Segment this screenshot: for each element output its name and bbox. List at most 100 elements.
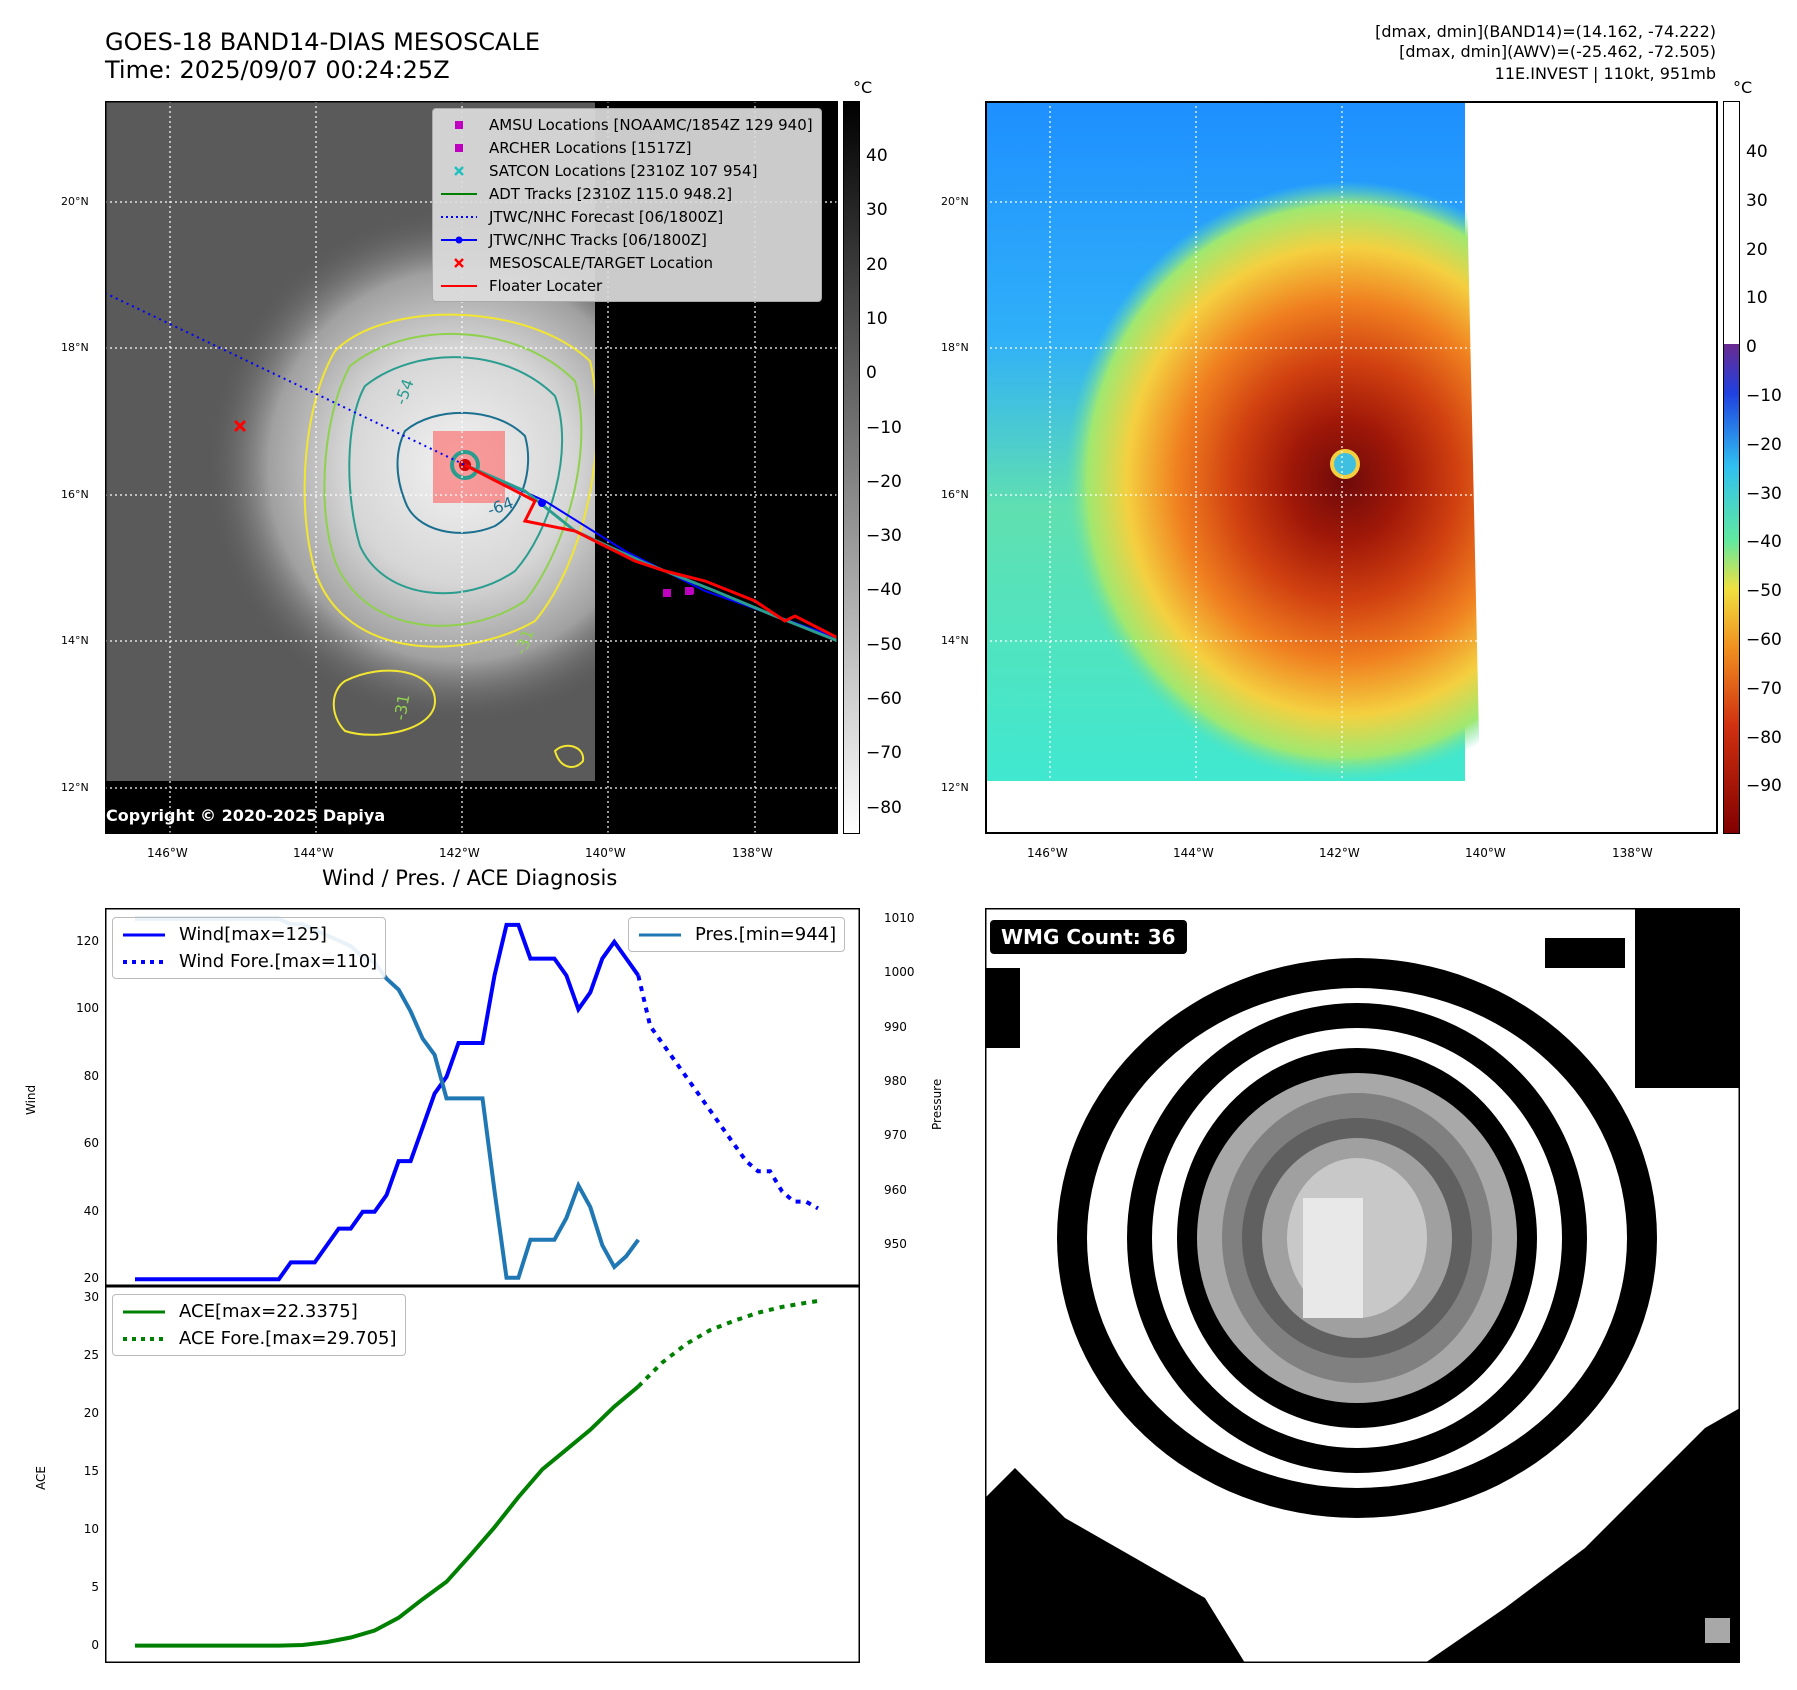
series-line	[636, 975, 819, 1211]
lon-label: 140°W	[1465, 846, 1506, 860]
y-tick-label: 100	[76, 1001, 99, 1016]
copyright-text: Copyright © 2020-2025 Dapiya	[106, 806, 386, 825]
x-marker-icon	[441, 163, 477, 179]
lon-label: 144°W	[1173, 846, 1214, 860]
y-tick-label: 20	[83, 1405, 99, 1420]
lat-label: 18°N	[941, 341, 969, 354]
y-tick-label: 5	[91, 1579, 99, 1594]
lon-label: 146°W	[1027, 846, 1068, 860]
info-line-1: [dmax, dmin](BAND14)=(14.162, -74.222)	[1375, 22, 1716, 41]
square-marker-icon	[441, 117, 477, 133]
y-tick-label: 25	[83, 1347, 99, 1362]
lat-label: 20°N	[61, 195, 89, 208]
legend-label: SATCON Locations [2310Z 107 954]	[489, 161, 758, 180]
wind-legend: Wind[max=125] Wind Fore.[max=110]	[112, 917, 387, 979]
lat-label: 14°N	[941, 634, 969, 647]
colorbar-tick-label: 40	[1746, 142, 1768, 162]
colorbar-tick-label: 10	[1746, 288, 1768, 309]
dotted-line-icon	[441, 209, 477, 225]
y-tick-label: 30	[83, 1289, 99, 1304]
chart-title-line1: GOES-18 BAND14-DIAS MESOSCALE	[105, 28, 541, 56]
map-legend: AMSU Locations [NOAAMC/1854Z 129 940] AR…	[432, 108, 822, 302]
colorbar-tick-label: −40	[1746, 532, 1782, 553]
legend-label: JTWC/NHC Forecast [06/1800Z]	[489, 207, 724, 226]
colorbar-right	[1723, 101, 1740, 834]
legend-item-archer: ARCHER Locations [1517Z]	[441, 136, 813, 159]
colorbar-tick-label: −10	[866, 417, 902, 438]
y-tick-label: 970	[884, 1128, 907, 1143]
x-marker-icon	[441, 255, 477, 271]
lat-label: 20°N	[941, 195, 969, 208]
colorbar-tick-label: 0	[866, 363, 877, 384]
dotted-line-icon	[121, 1331, 167, 1347]
legend-label: Wind[max=125]	[179, 924, 327, 945]
wind-ylabel: Wind	[24, 1084, 38, 1115]
legend-label: ACE Fore.[max=29.705]	[179, 1328, 397, 1349]
lat-label: 16°N	[61, 488, 89, 501]
line-marker-icon	[441, 278, 477, 294]
colorbar-tick-label: 10	[866, 308, 888, 329]
info-line-2: [dmax, dmin](AWV)=(-25.462, -72.505)	[1399, 42, 1716, 61]
colorbar-tick-label: 40	[866, 146, 888, 166]
legend-item-target: MESOSCALE/TARGET Location	[441, 251, 813, 274]
lat-label: 18°N	[61, 341, 89, 354]
ace-legend: ACE[max=22.3375] ACE Fore.[max=29.705]	[112, 1294, 406, 1356]
colorbar-right-unit: °C	[1733, 78, 1753, 97]
diagnosis-title: Wind / Pres. / ACE Diagnosis	[322, 866, 618, 890]
colorbar-tick-label: −90	[1746, 776, 1782, 797]
legend-item-jtwc-tracks: JTWC/NHC Tracks [06/1800Z]	[441, 228, 813, 251]
colorbar-tick-label: −30	[1746, 483, 1782, 504]
legend-label: ACE[max=22.3375]	[179, 1301, 358, 1322]
legend-label: Pres.[min=944]	[695, 924, 837, 945]
line-dot-icon	[441, 232, 477, 248]
y-tick-label: 80	[83, 1068, 99, 1083]
y-tick-label: 1010	[884, 910, 915, 925]
colorbar-tick-label: −50	[866, 634, 902, 655]
y-tick-label: 1000	[884, 965, 915, 980]
legend-item-ace-fore: ACE Fore.[max=29.705]	[121, 1325, 397, 1352]
y-tick-label: 40	[83, 1203, 99, 1218]
lon-label: 142°W	[1319, 846, 1360, 860]
colorbar-tick-label: −60	[1746, 630, 1782, 650]
lat-label: 16°N	[941, 488, 969, 501]
legend-item-pressure: Pres.[min=944]	[637, 921, 836, 948]
lon-label: 138°W	[732, 846, 773, 860]
colorbar-tick-label: −70	[1746, 678, 1782, 699]
line-marker-icon	[121, 927, 167, 943]
lon-label: 140°W	[585, 846, 626, 860]
legend-item-amsu: AMSU Locations [NOAAMC/1854Z 129 940]	[441, 113, 813, 136]
legend-item-wind-fore: Wind Fore.[max=110]	[121, 948, 377, 975]
awv-satellite-map	[985, 101, 1718, 834]
colorbar-tick-label: 0	[1746, 337, 1757, 358]
y-tick-label: 10	[83, 1521, 99, 1536]
y-tick-label: 990	[884, 1019, 907, 1034]
legend-item-satcon: SATCON Locations [2310Z 107 954]	[441, 159, 813, 182]
wmg-pixel-map	[985, 908, 1740, 1663]
lon-label: 138°W	[1612, 846, 1653, 860]
legend-item-adt: ADT Tracks [2310Z 115.0 948.2]	[441, 182, 813, 205]
colorbar-tick-label: 20	[1746, 239, 1768, 260]
colorbar-tick-label: −20	[866, 471, 902, 492]
lon-label: 142°W	[439, 846, 480, 860]
y-tick-label: 960	[884, 1182, 907, 1197]
lon-label: 144°W	[293, 846, 334, 860]
legend-item-jtwc-forecast: JTWC/NHC Forecast [06/1800Z]	[441, 205, 813, 228]
colorbar-left-unit: °C	[853, 78, 873, 97]
line-marker-icon	[637, 927, 683, 943]
colorbar-tick-label: 30	[1746, 190, 1768, 211]
colorbar-tick-label: 20	[866, 254, 888, 275]
legend-label: Wind Fore.[max=110]	[179, 951, 378, 972]
colorbar-tick-label: −80	[866, 797, 902, 818]
legend-label: AMSU Locations [NOAAMC/1854Z 129 940]	[489, 115, 813, 134]
y-tick-label: 15	[83, 1463, 99, 1478]
colorbar-left	[843, 101, 860, 834]
square-marker-icon	[441, 140, 477, 156]
legend-label: ADT Tracks [2310Z 115.0 948.2]	[489, 184, 733, 203]
legend-label: MESOSCALE/TARGET Location	[489, 253, 714, 272]
legend-label: Floater Locater	[489, 276, 603, 295]
legend-label: ARCHER Locations [1517Z]	[489, 138, 692, 157]
legend-label: JTWC/NHC Tracks [06/1800Z]	[489, 230, 707, 249]
y-tick-label: 980	[884, 1074, 907, 1089]
colorbar-tick-label: −70	[866, 743, 902, 764]
y-tick-label: 120	[76, 933, 99, 948]
